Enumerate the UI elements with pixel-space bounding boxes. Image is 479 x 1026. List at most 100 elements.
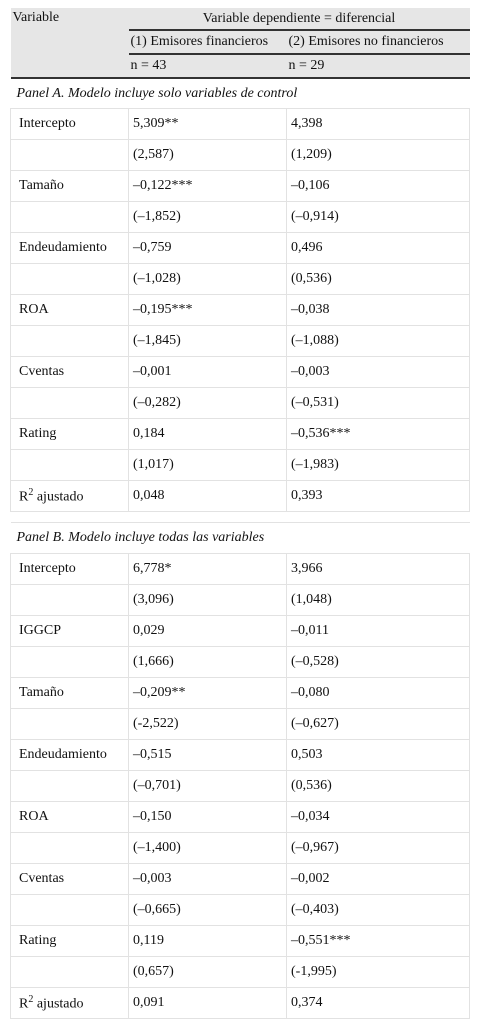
table-row: Rating 0,184 –0,536*** [10, 418, 470, 450]
value-cell: (1,048) [286, 584, 470, 616]
value-cell: (0,657) [128, 956, 287, 988]
value-cell: (–0,403) [286, 894, 470, 926]
table-row: Endeudamiento –0,515 0,503 [10, 739, 470, 771]
header-cell: n = 29 [286, 54, 470, 79]
header-cell: (1) Emisores financieros [128, 30, 287, 55]
table-row: (–0,701) (0,536) [10, 770, 470, 802]
value-cell: (–0,627) [286, 708, 470, 740]
table-row: R2 ajustado 0,091 0,374 [10, 987, 470, 1019]
empty-cell [10, 956, 129, 988]
table-row: Intercepto 5,309** 4,398 [10, 108, 470, 140]
header-cell: Variable dependiente = diferencial [128, 8, 470, 31]
variable-text: R [19, 996, 29, 1012]
value-cell: (–0,665) [128, 894, 287, 926]
variable-cell: ROA [10, 801, 129, 833]
value-cell: (–1,400) [128, 832, 287, 864]
value-cell: 0,184 [128, 418, 287, 450]
table-row: (–1,400) (–0,967) [10, 832, 470, 864]
value-cell: 0,496 [286, 232, 470, 264]
value-cell: –0,515 [128, 739, 287, 771]
variable-cell: Rating [10, 418, 129, 450]
table-body: Panel A. Modelo incluye solo variables d… [10, 77, 470, 1019]
table-row: (1,017) (–1,983) [10, 449, 470, 481]
value-cell: 0,091 [128, 987, 287, 1019]
value-cell: –0,209** [128, 677, 287, 709]
value-cell: (-1,995) [286, 956, 470, 988]
value-cell: 0,029 [128, 615, 287, 647]
value-cell: (–1,845) [128, 325, 287, 357]
empty-cell [10, 708, 129, 740]
variable-cell: R2 ajustado [10, 987, 129, 1019]
panel-title: Panel B. Modelo incluye todas las variab… [10, 522, 470, 554]
spacer-row [10, 511, 470, 523]
table-row: ROA –0,150 –0,034 [10, 801, 470, 833]
value-cell: 3,966 [286, 553, 470, 585]
value-cell: (3,096) [128, 584, 287, 616]
table-row: (–1,852) (–0,914) [10, 201, 470, 233]
value-cell: 0,048 [128, 480, 287, 512]
empty-cell [10, 139, 129, 171]
table-row: (–1,845) (–1,088) [10, 325, 470, 357]
table-header: Variable Variable dependiente = diferenc… [10, 8, 470, 79]
value-cell: (-2,522) [128, 708, 287, 740]
table-row: Cventas –0,003 –0,002 [10, 863, 470, 895]
empty-cell [10, 584, 129, 616]
value-cell: –0,003 [128, 863, 287, 895]
value-cell: (–0,914) [286, 201, 470, 233]
value-cell: (2,587) [128, 139, 287, 171]
value-cell: –0,150 [128, 801, 287, 833]
header-row: (1) Emisores financieros (2) Emisores no… [11, 30, 470, 55]
value-cell: (–0,282) [128, 387, 287, 419]
table-row: Intercepto 6,778* 3,966 [10, 553, 470, 585]
value-cell: –0,759 [128, 232, 287, 264]
table-row: (–0,282) (–0,531) [10, 387, 470, 419]
results-table: Variable Variable dependiente = diferenc… [10, 8, 470, 1019]
value-cell: 0,503 [286, 739, 470, 771]
table-row: R2 ajustado 0,048 0,393 [10, 480, 470, 512]
value-cell: –0,011 [286, 615, 470, 647]
table-row: (-2,522) (–0,627) [10, 708, 470, 740]
empty-cell [10, 201, 129, 233]
table-row: IGGCP 0,029 –0,011 [10, 615, 470, 647]
table-row: Tamaño –0,209** –0,080 [10, 677, 470, 709]
empty-cell [10, 646, 129, 678]
variable-cell: ROA [10, 294, 129, 326]
empty-cell [10, 449, 129, 481]
variable-cell: Tamaño [10, 677, 129, 709]
header-row: Variable Variable dependiente = diferenc… [10, 8, 470, 79]
table-row: (–1,028) (0,536) [10, 263, 470, 295]
table-row: Cventas –0,001 –0,003 [10, 356, 470, 388]
empty-cell [10, 894, 129, 926]
value-cell: –0,038 [286, 294, 470, 326]
table-row: (–0,665) (–0,403) [10, 894, 470, 926]
variable-cell: R2 ajustado [10, 480, 129, 512]
empty-cell [10, 263, 129, 295]
empty-cell [10, 770, 129, 802]
value-cell: –0,034 [286, 801, 470, 833]
value-cell: (–1,028) [128, 263, 287, 295]
value-cell: –0,106 [286, 170, 470, 202]
value-cell: 5,309** [128, 108, 287, 140]
value-cell: 0,374 [286, 987, 470, 1019]
table-row: (2,587) (1,209) [10, 139, 470, 171]
value-cell: –0,080 [286, 677, 470, 709]
value-cell: (–0,528) [286, 646, 470, 678]
spacer-cell [10, 511, 470, 523]
variable-cell: Intercepto [10, 108, 129, 140]
value-cell: –0,002 [286, 863, 470, 895]
value-cell: –0,551*** [286, 925, 470, 957]
value-cell: 6,778* [128, 553, 287, 585]
value-cell: (–1,088) [286, 325, 470, 357]
superscript: 2 [28, 486, 34, 498]
value-cell: (–1,852) [128, 201, 287, 233]
variable-cell: IGGCP [10, 615, 129, 647]
header-cell: (2) Emisores no financieros [286, 30, 470, 55]
table-row: Endeudamiento –0,759 0,496 [10, 232, 470, 264]
value-cell: (–0,967) [286, 832, 470, 864]
value-cell: (1,666) [128, 646, 287, 678]
value-cell: –0,195*** [128, 294, 287, 326]
value-cell: (0,536) [286, 263, 470, 295]
value-cell: 0,393 [286, 480, 470, 512]
variable-cell: Intercepto [10, 553, 129, 585]
